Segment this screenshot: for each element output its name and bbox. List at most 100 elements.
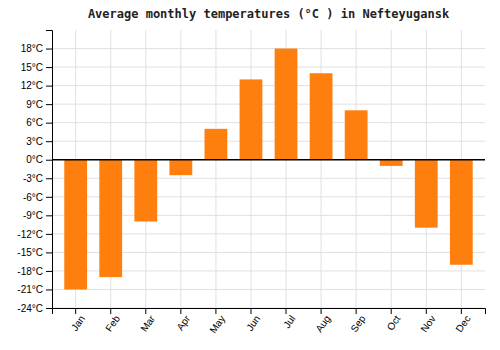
y-tick-label: 9°C	[26, 99, 43, 110]
y-tick-label: -18°C	[17, 266, 43, 277]
y-tick-mark	[46, 104, 52, 105]
x-tick: Sep	[348, 308, 367, 334]
x-tick-mark	[426, 308, 427, 314]
y-tick-label: -21°C	[17, 284, 43, 295]
y-tick-mark	[46, 49, 52, 50]
y-tick-label: -12°C	[17, 229, 43, 240]
y-tick: 9°C	[26, 99, 52, 110]
grid-line	[52, 85, 485, 86]
x-tick-label: Apr	[174, 313, 192, 333]
x-tick-mark	[321, 308, 322, 314]
x-tick-label: Mar	[138, 313, 157, 334]
grid-line	[391, 30, 392, 308]
title: Average monthly temperatures (°C ) in Ne…	[88, 7, 450, 21]
y-tick-mark	[46, 67, 52, 68]
x-tick-mark	[110, 308, 111, 314]
x-tick: Jul	[281, 308, 297, 330]
y-tick-mark	[46, 123, 52, 124]
x-tick-mark	[215, 308, 216, 314]
x-tick-label: Dec	[454, 313, 473, 334]
y-tick-label: -6°C	[23, 192, 43, 203]
y-tick-label: 15°C	[21, 62, 43, 73]
plot-area	[64, 49, 472, 290]
x-tick-label: Nov	[418, 313, 437, 334]
x-tick: Nov	[418, 308, 437, 334]
x-tick: Oct	[385, 308, 403, 332]
grid-line	[52, 289, 485, 290]
bar	[380, 160, 403, 166]
x-tick-mark	[180, 308, 181, 314]
y-tick-mark	[46, 86, 52, 87]
x-tick-mark	[250, 308, 251, 314]
y-tick-mark	[46, 234, 52, 235]
bar	[205, 129, 228, 160]
x-axis-line	[53, 309, 486, 315]
y-tick: 12°C	[21, 80, 52, 91]
y-tick-label: 12°C	[21, 80, 43, 91]
zero-line	[52, 159, 485, 161]
chart: -24°C-21°C-18°C-15°C-12°C-9°C-6°C-3°C0°C…	[0, 0, 500, 350]
x-tick-label: Oct	[385, 313, 403, 332]
y-tick: 3°C	[26, 136, 52, 147]
y-tick: 18°C	[21, 43, 52, 54]
x-tick: Jan	[69, 308, 87, 333]
y-tick: -15°C	[17, 247, 52, 258]
y-tick: -18°C	[17, 266, 52, 277]
x-tick-label: Jan	[69, 313, 87, 333]
y-tick: 6°C	[26, 117, 52, 128]
x-tick-label: Feb	[103, 313, 122, 334]
grid	[52, 30, 485, 308]
x-tick-mark	[391, 308, 392, 314]
y-tick-label: 6°C	[26, 117, 43, 128]
x-tick-label: Sep	[348, 313, 367, 334]
x-tick: Feb	[103, 308, 122, 334]
y-tick: 0°C	[26, 154, 52, 165]
grid-line	[356, 30, 357, 308]
y-tick: -12°C	[17, 229, 52, 240]
y-tick-label: -15°C	[17, 247, 43, 258]
x-tick-label: Jun	[244, 313, 262, 333]
y-tick: -9°C	[23, 210, 52, 221]
y-tick-mark	[46, 160, 52, 161]
y-tick: -3°C	[23, 173, 52, 184]
y-tick-mark	[46, 215, 52, 216]
y-axis-line	[46, 31, 53, 309]
x-tick: May	[207, 308, 227, 335]
grid-line	[52, 122, 485, 123]
y-tick-mark	[46, 271, 52, 272]
grid-line	[52, 48, 485, 49]
bar	[450, 160, 473, 265]
x-tick-mark	[145, 308, 146, 314]
bar	[99, 160, 122, 277]
x-tick: Jun	[244, 308, 262, 333]
grid-line	[52, 104, 485, 105]
bar	[134, 160, 157, 222]
y-tick: -21°C	[17, 284, 52, 295]
y-tick-mark	[46, 141, 52, 142]
y-tick-mark	[46, 178, 52, 179]
x-tick: Mar	[138, 308, 157, 334]
x-tick: Aug	[313, 308, 332, 334]
x-tick: Apr	[174, 308, 192, 332]
bar	[240, 79, 263, 159]
x-tick-label: Jul	[281, 313, 297, 330]
bar	[169, 160, 192, 175]
y-tick-label: 0°C	[26, 154, 43, 165]
grid-line	[321, 30, 322, 308]
grid-line	[250, 30, 251, 308]
x-tick-mark	[461, 308, 462, 314]
y-tick: -6°C	[23, 192, 52, 203]
y-tick-mark	[46, 252, 52, 253]
y-tick: 15°C	[21, 62, 52, 73]
grid-line	[52, 67, 485, 68]
grid-line	[215, 30, 216, 308]
bar	[64, 160, 87, 290]
x-axis: Jan Feb Mar Apr May Jun Jul Aug Sep Oct Nov Dec	[53, 308, 486, 335]
x-tick-mark	[286, 308, 287, 314]
y-tick-label: -3°C	[23, 173, 43, 184]
y-tick-mark	[46, 197, 52, 198]
bar	[275, 49, 298, 160]
y-axis: -24°C-21°C-18°C-15°C-12°C-9°C-6°C-3°C0°C…	[17, 31, 52, 314]
y-tick-label: -9°C	[23, 210, 43, 221]
bar	[310, 73, 333, 159]
